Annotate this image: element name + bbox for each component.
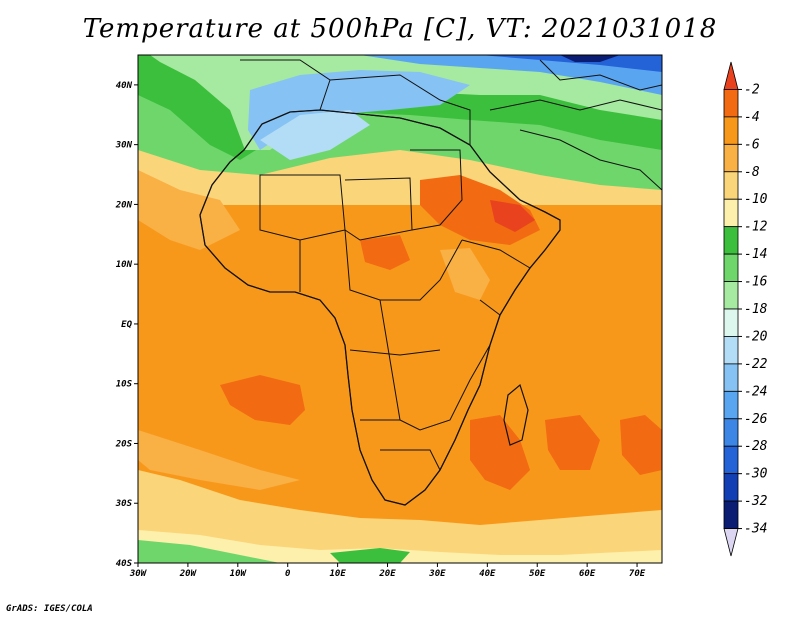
y-tick-label: 40S (116, 559, 133, 569)
colorbar-label: -6 (744, 137, 760, 152)
colorbar-swatch (723, 473, 739, 502)
colorbar-swatch (723, 390, 739, 420)
country-borders (199, 59, 662, 506)
y-axis: 40N 30N 20N 10N EQ 10S 20S 30S 40S (115, 81, 138, 569)
colorbar-label: -32 (744, 494, 768, 509)
colorbar-swatch (723, 281, 739, 310)
colorbar-label: -16 (744, 275, 768, 290)
colorbar-label: -18 (744, 302, 768, 317)
x-tick-label: 30W (129, 569, 148, 579)
colorbar-label: -26 (744, 412, 768, 427)
x-tick-label: 30E (428, 569, 446, 579)
colorbar-label: -28 (744, 439, 768, 454)
y-tick-label: EQ (121, 320, 132, 330)
colorbar-swatch (723, 500, 739, 529)
colorbar-swatch (723, 143, 739, 173)
x-tick-label: 10W (230, 569, 248, 579)
colorbar-label: -30 (744, 467, 768, 482)
colorbar-swatch (723, 253, 739, 282)
y-tick-label: 20S (115, 439, 133, 449)
colorbar-swatch (723, 336, 739, 365)
x-tick-label: 70E (629, 569, 646, 579)
colorbar-label: -14 (744, 247, 767, 262)
colorbar-swatch (723, 198, 739, 228)
map-title: Temperature at 500hPa [C], VT: 202103101… (82, 14, 718, 44)
footer-credit: GrADS: IGES/COLA (6, 604, 93, 614)
colorbar-swatch (723, 171, 739, 200)
colorbar-swatch (723, 363, 739, 392)
colorbar-swatch (723, 528, 739, 557)
colorbar-label: -12 (744, 220, 768, 235)
colorbar-label: -34 (744, 522, 767, 537)
colorbar-swatch (723, 418, 739, 447)
colorbar: -2 -4 -6 -8 -10 -12 -14 -16 -18 -20 -22 -24 -26 -28 -3… (723, 61, 768, 557)
x-tick-label: 40E (479, 569, 496, 579)
y-tick-label: 10N (116, 260, 133, 270)
x-tick-label: 50E (529, 569, 546, 579)
colorbar-swatch (723, 61, 739, 90)
colorbar-label: -2 (744, 82, 760, 97)
colorbar-swatch (723, 89, 739, 118)
x-tick-label: 20W (179, 569, 198, 579)
colorbar-label: -4 (744, 110, 760, 125)
colorbar-swatch (723, 445, 739, 475)
colorbar-swatch (723, 226, 739, 255)
x-tick-label: 10E (329, 569, 346, 579)
y-tick-label: 30N (115, 141, 133, 151)
y-tick-label: 20N (115, 200, 133, 210)
y-tick-label: 10S (116, 380, 133, 390)
x-axis: 30W 20W 10W 0 10E 20E 30E 40E 50E 60E 70E (129, 563, 646, 579)
y-tick-label: 30S (115, 499, 133, 509)
x-tick-label: 0 (285, 569, 291, 579)
colorbar-label: -20 (744, 329, 768, 344)
colorbar-label: -22 (744, 357, 768, 372)
colorbar-swatch (723, 116, 739, 145)
temperature-field (138, 55, 662, 563)
colorbar-swatch (723, 308, 739, 337)
colorbar-label: -8 (744, 165, 760, 180)
x-tick-label: 20E (378, 569, 396, 579)
colorbar-label: -24 (744, 384, 767, 399)
y-tick-label: 40N (116, 81, 133, 91)
colorbar-label: -10 (744, 192, 768, 207)
x-tick-label: 60E (579, 569, 596, 579)
map-frame (137, 54, 663, 564)
